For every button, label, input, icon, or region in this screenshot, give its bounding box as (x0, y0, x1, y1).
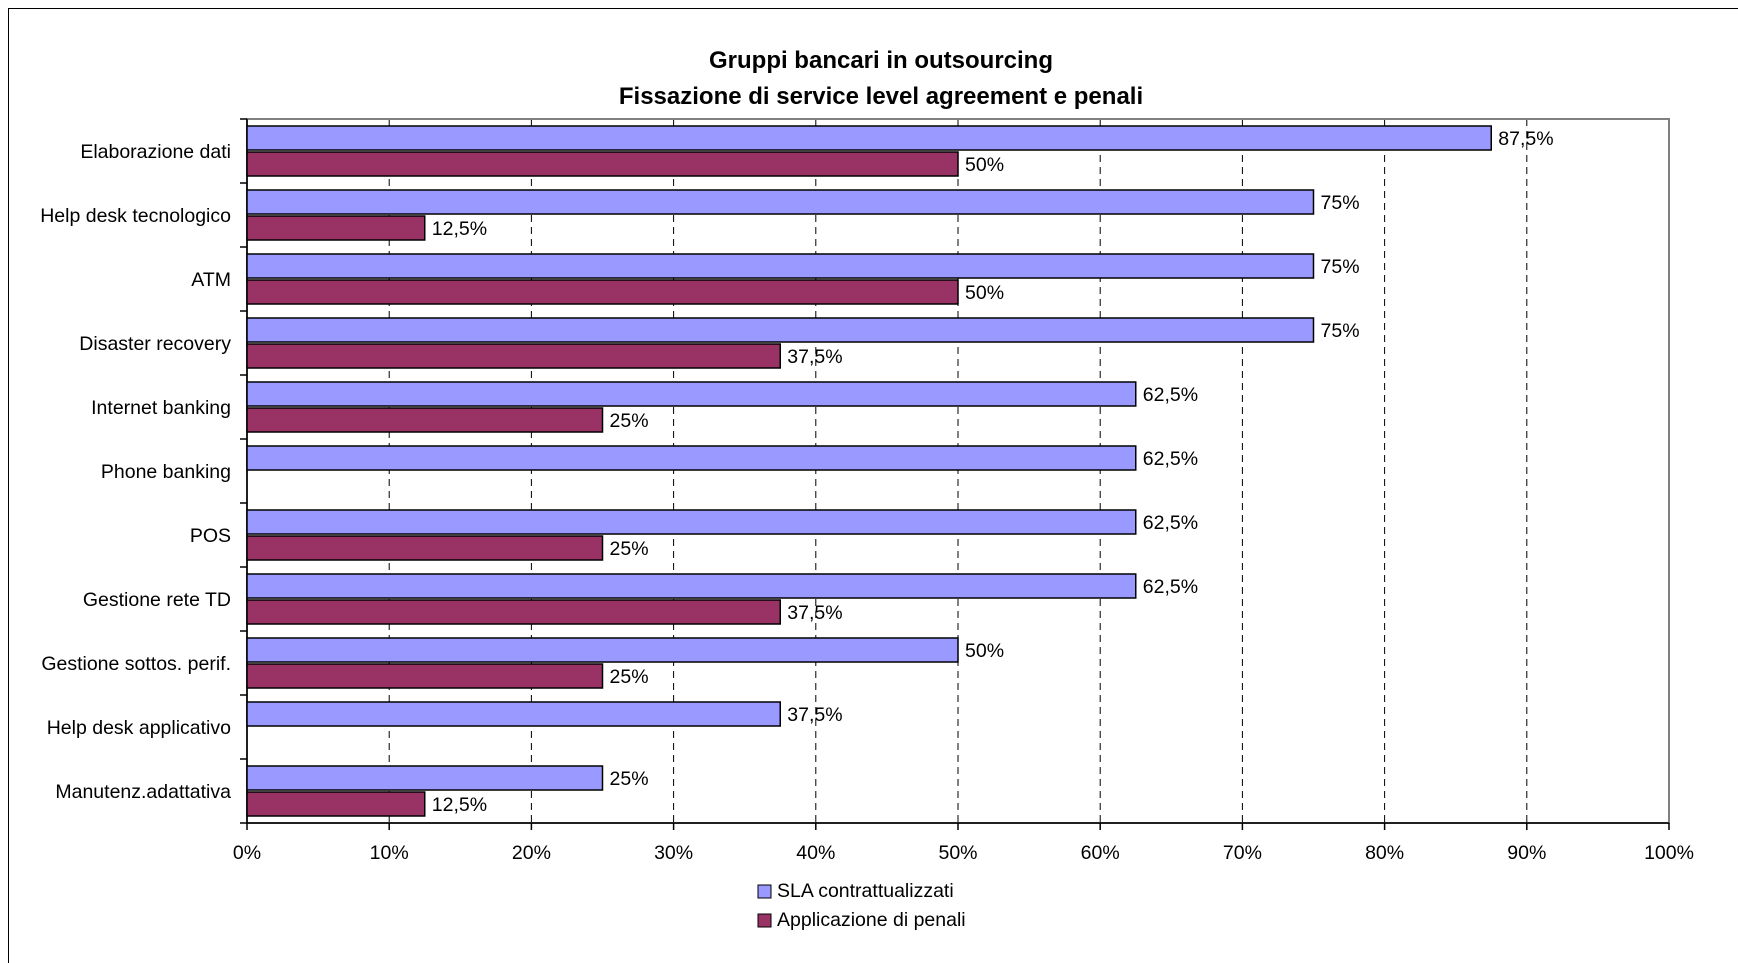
x-tick-label: 20% (512, 842, 551, 864)
category-label: Help desk tecnologico (40, 205, 231, 227)
data-label: 12,5% (432, 794, 487, 816)
category-label: Gestione rete TD (83, 589, 231, 611)
data-label: 25% (610, 768, 649, 790)
data-label: 75% (1321, 256, 1360, 278)
x-tick-label: 70% (1223, 842, 1262, 864)
legend-swatch (757, 884, 772, 899)
x-tick-label: 80% (1365, 842, 1404, 864)
data-label: 62,5% (1143, 576, 1198, 598)
category-label: Gestione sottos. perif. (41, 653, 231, 675)
data-label: 62,5% (1143, 448, 1198, 470)
bar-penali (246, 663, 604, 689)
chart-frame (8, 8, 1738, 963)
data-label: 87,5% (1498, 128, 1553, 150)
bar-sla (246, 381, 1137, 407)
legend: SLA contrattualizzati Applicazione di pen… (757, 880, 966, 931)
x-tick-label: 10% (370, 842, 409, 864)
chart-title-line-1: Gruppi bancari in outsourcing (709, 47, 1053, 74)
legend-label: SLA contrattualizzati (777, 880, 954, 902)
category-label: Internet banking (91, 397, 231, 419)
data-label: 12,5% (432, 218, 487, 240)
x-tick-label: 0% (233, 842, 261, 864)
data-label: 37,5% (787, 346, 842, 368)
legend-swatch (757, 913, 772, 928)
data-label: 62,5% (1143, 384, 1198, 406)
bar-sla (246, 253, 1315, 279)
bar-penali (246, 407, 604, 433)
data-label: 50% (965, 282, 1004, 304)
category-label: Elaborazione dati (80, 141, 231, 163)
plot-area: 0% 10% 20% 30% 40% 50% 60% 70% 80% 90% 100% Elabora… (40, 118, 1694, 864)
category-label: Manutenz.adattativa (55, 781, 231, 803)
bar-sla (246, 765, 604, 791)
x-tick-label: 50% (938, 842, 977, 864)
bar-penali (246, 279, 959, 305)
bar-penali (246, 151, 959, 177)
category-label: Help desk applicativo (47, 717, 231, 739)
bar-sla (246, 573, 1137, 599)
bar-sla (246, 509, 1137, 535)
x-tick-label: 60% (1081, 842, 1120, 864)
bar-sla (246, 701, 781, 727)
data-label: 75% (1321, 320, 1360, 342)
bar-penali (246, 215, 426, 241)
bar-sla (246, 637, 959, 663)
bar-sla (246, 189, 1315, 215)
x-tick-label: 40% (796, 842, 835, 864)
chart-title: Gruppi bancari in outsourcing Fissazione… (619, 47, 1143, 110)
x-tick-label: 90% (1507, 842, 1546, 864)
bar-sla (246, 317, 1315, 343)
data-label: 37,5% (787, 704, 842, 726)
bar-penali (246, 599, 781, 625)
x-tick-label: 100% (1644, 842, 1694, 864)
data-label: 25% (610, 538, 649, 560)
data-label: 50% (965, 154, 1004, 176)
legend-label: Applicazione di penali (777, 909, 966, 931)
category-label: Disaster recovery (79, 333, 231, 355)
category-label: Phone banking (101, 461, 231, 483)
data-label: 75% (1321, 192, 1360, 214)
bar-penali (246, 343, 781, 369)
bar-penali (246, 791, 426, 817)
data-label: 25% (610, 666, 649, 688)
data-label: 25% (610, 410, 649, 432)
chart-title-line-2: Fissazione di service level agreement e … (619, 83, 1143, 110)
data-label: 37,5% (787, 602, 842, 624)
x-tick-label: 30% (654, 842, 693, 864)
category-label: POS (190, 525, 231, 547)
bar-sla (246, 445, 1137, 471)
bar-penali (246, 535, 604, 561)
category-label: ATM (191, 269, 231, 291)
data-label: 62,5% (1143, 512, 1198, 534)
data-label: 50% (965, 640, 1004, 662)
bar-sla (246, 125, 1492, 151)
